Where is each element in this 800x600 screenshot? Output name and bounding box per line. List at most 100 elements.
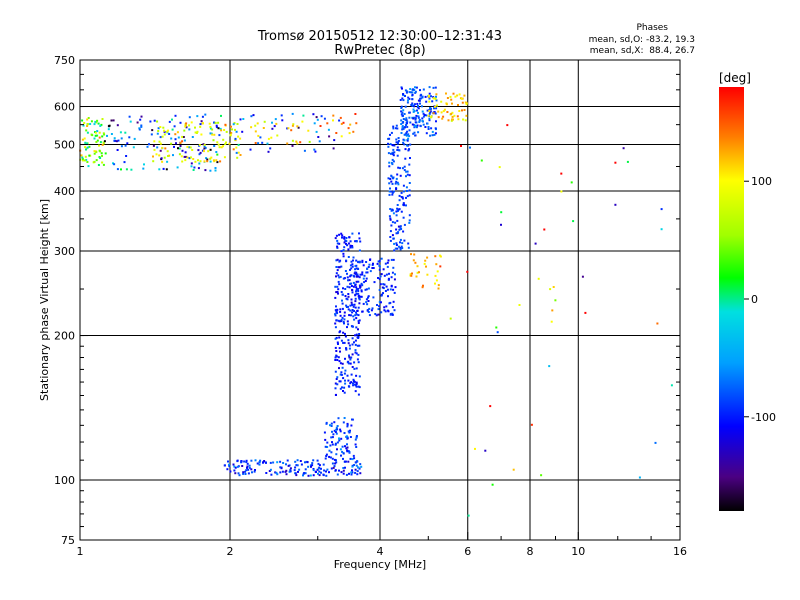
data-point [355, 326, 358, 329]
data-point [411, 102, 414, 105]
data-point [411, 91, 414, 94]
data-point [417, 115, 420, 118]
data-point [351, 289, 354, 292]
data-point [344, 382, 347, 385]
data-point [351, 303, 353, 306]
data-point [296, 125, 299, 128]
data-point [341, 445, 344, 448]
data-point [153, 119, 156, 122]
data-point [414, 117, 417, 120]
data-point [354, 343, 357, 346]
data-point [296, 142, 299, 145]
data-point [460, 97, 463, 100]
data-point [106, 134, 108, 137]
data-point [233, 122, 236, 125]
data-point [163, 129, 165, 132]
data-point [351, 291, 354, 294]
data-point [375, 314, 378, 317]
data-point [423, 262, 426, 265]
data-point [400, 107, 403, 109]
data-point [389, 133, 391, 136]
data-point [306, 461, 309, 464]
data-point [159, 149, 162, 152]
data-point [395, 127, 397, 130]
data-point [139, 118, 142, 121]
data-point [207, 150, 210, 153]
data-point [365, 301, 368, 304]
data-point [335, 378, 338, 380]
data-point [353, 367, 356, 370]
data-point [431, 130, 434, 133]
data-point [390, 180, 393, 183]
data-point [349, 244, 352, 247]
data-point [417, 116, 420, 119]
data-point [391, 306, 394, 309]
data-point [327, 128, 330, 131]
data-point [392, 125, 395, 128]
data-point [390, 152, 392, 155]
data-point [229, 470, 232, 473]
data-point [391, 191, 394, 194]
data-point [202, 122, 204, 125]
x-axis-label: Frequency [MHz] [334, 558, 426, 571]
data-point [354, 339, 357, 342]
data-point [412, 88, 414, 91]
data-point [181, 135, 184, 138]
data-point [387, 142, 389, 145]
data-point [328, 471, 330, 474]
data-point [449, 95, 452, 98]
data-point [360, 290, 363, 293]
data-point [151, 129, 154, 132]
data-point [392, 237, 395, 240]
data-point [452, 118, 454, 121]
data-point [464, 119, 467, 122]
data-point [339, 362, 342, 365]
data-point [291, 112, 294, 115]
data-point [435, 279, 438, 282]
data-point [334, 370, 337, 373]
data-point [236, 465, 239, 468]
data-point [219, 160, 222, 163]
data-point [194, 131, 197, 134]
data-point [430, 95, 432, 98]
data-point [337, 274, 340, 277]
data-point [434, 105, 436, 108]
data-point [286, 459, 289, 462]
data-point [378, 305, 381, 308]
data-point [397, 137, 400, 139]
data-point [342, 390, 344, 392]
data-point [420, 105, 423, 108]
data-point [112, 162, 114, 165]
data-point [408, 97, 411, 100]
data-point [338, 336, 341, 339]
data-point [99, 124, 102, 127]
data-point [351, 418, 354, 421]
data-point [359, 463, 362, 466]
data-point [334, 382, 337, 385]
data-point [401, 242, 404, 245]
data-point [250, 468, 253, 471]
data-point [342, 452, 345, 455]
data-point [404, 89, 407, 92]
data-point [217, 127, 220, 130]
data-point [403, 143, 406, 146]
data-point [339, 314, 342, 317]
x-tick-label: 16 [673, 545, 687, 558]
data-point [343, 432, 346, 434]
data-point [404, 126, 407, 129]
data-point [336, 383, 339, 386]
data-point [414, 261, 417, 264]
data-point [162, 126, 165, 129]
data-point [236, 123, 239, 125]
data-point [116, 149, 119, 151]
data-point [190, 165, 193, 168]
data-point [358, 237, 361, 240]
data-point [417, 105, 419, 107]
data-point [97, 164, 100, 166]
data-point [402, 203, 405, 206]
data-point [317, 136, 320, 138]
data-point [343, 277, 346, 280]
data-point [425, 100, 428, 103]
data-point [299, 460, 302, 462]
data-point [323, 117, 326, 120]
